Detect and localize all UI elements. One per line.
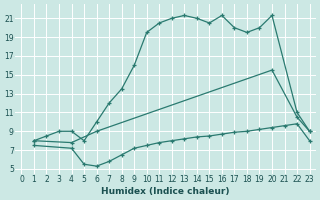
X-axis label: Humidex (Indice chaleur): Humidex (Indice chaleur) <box>101 187 230 196</box>
